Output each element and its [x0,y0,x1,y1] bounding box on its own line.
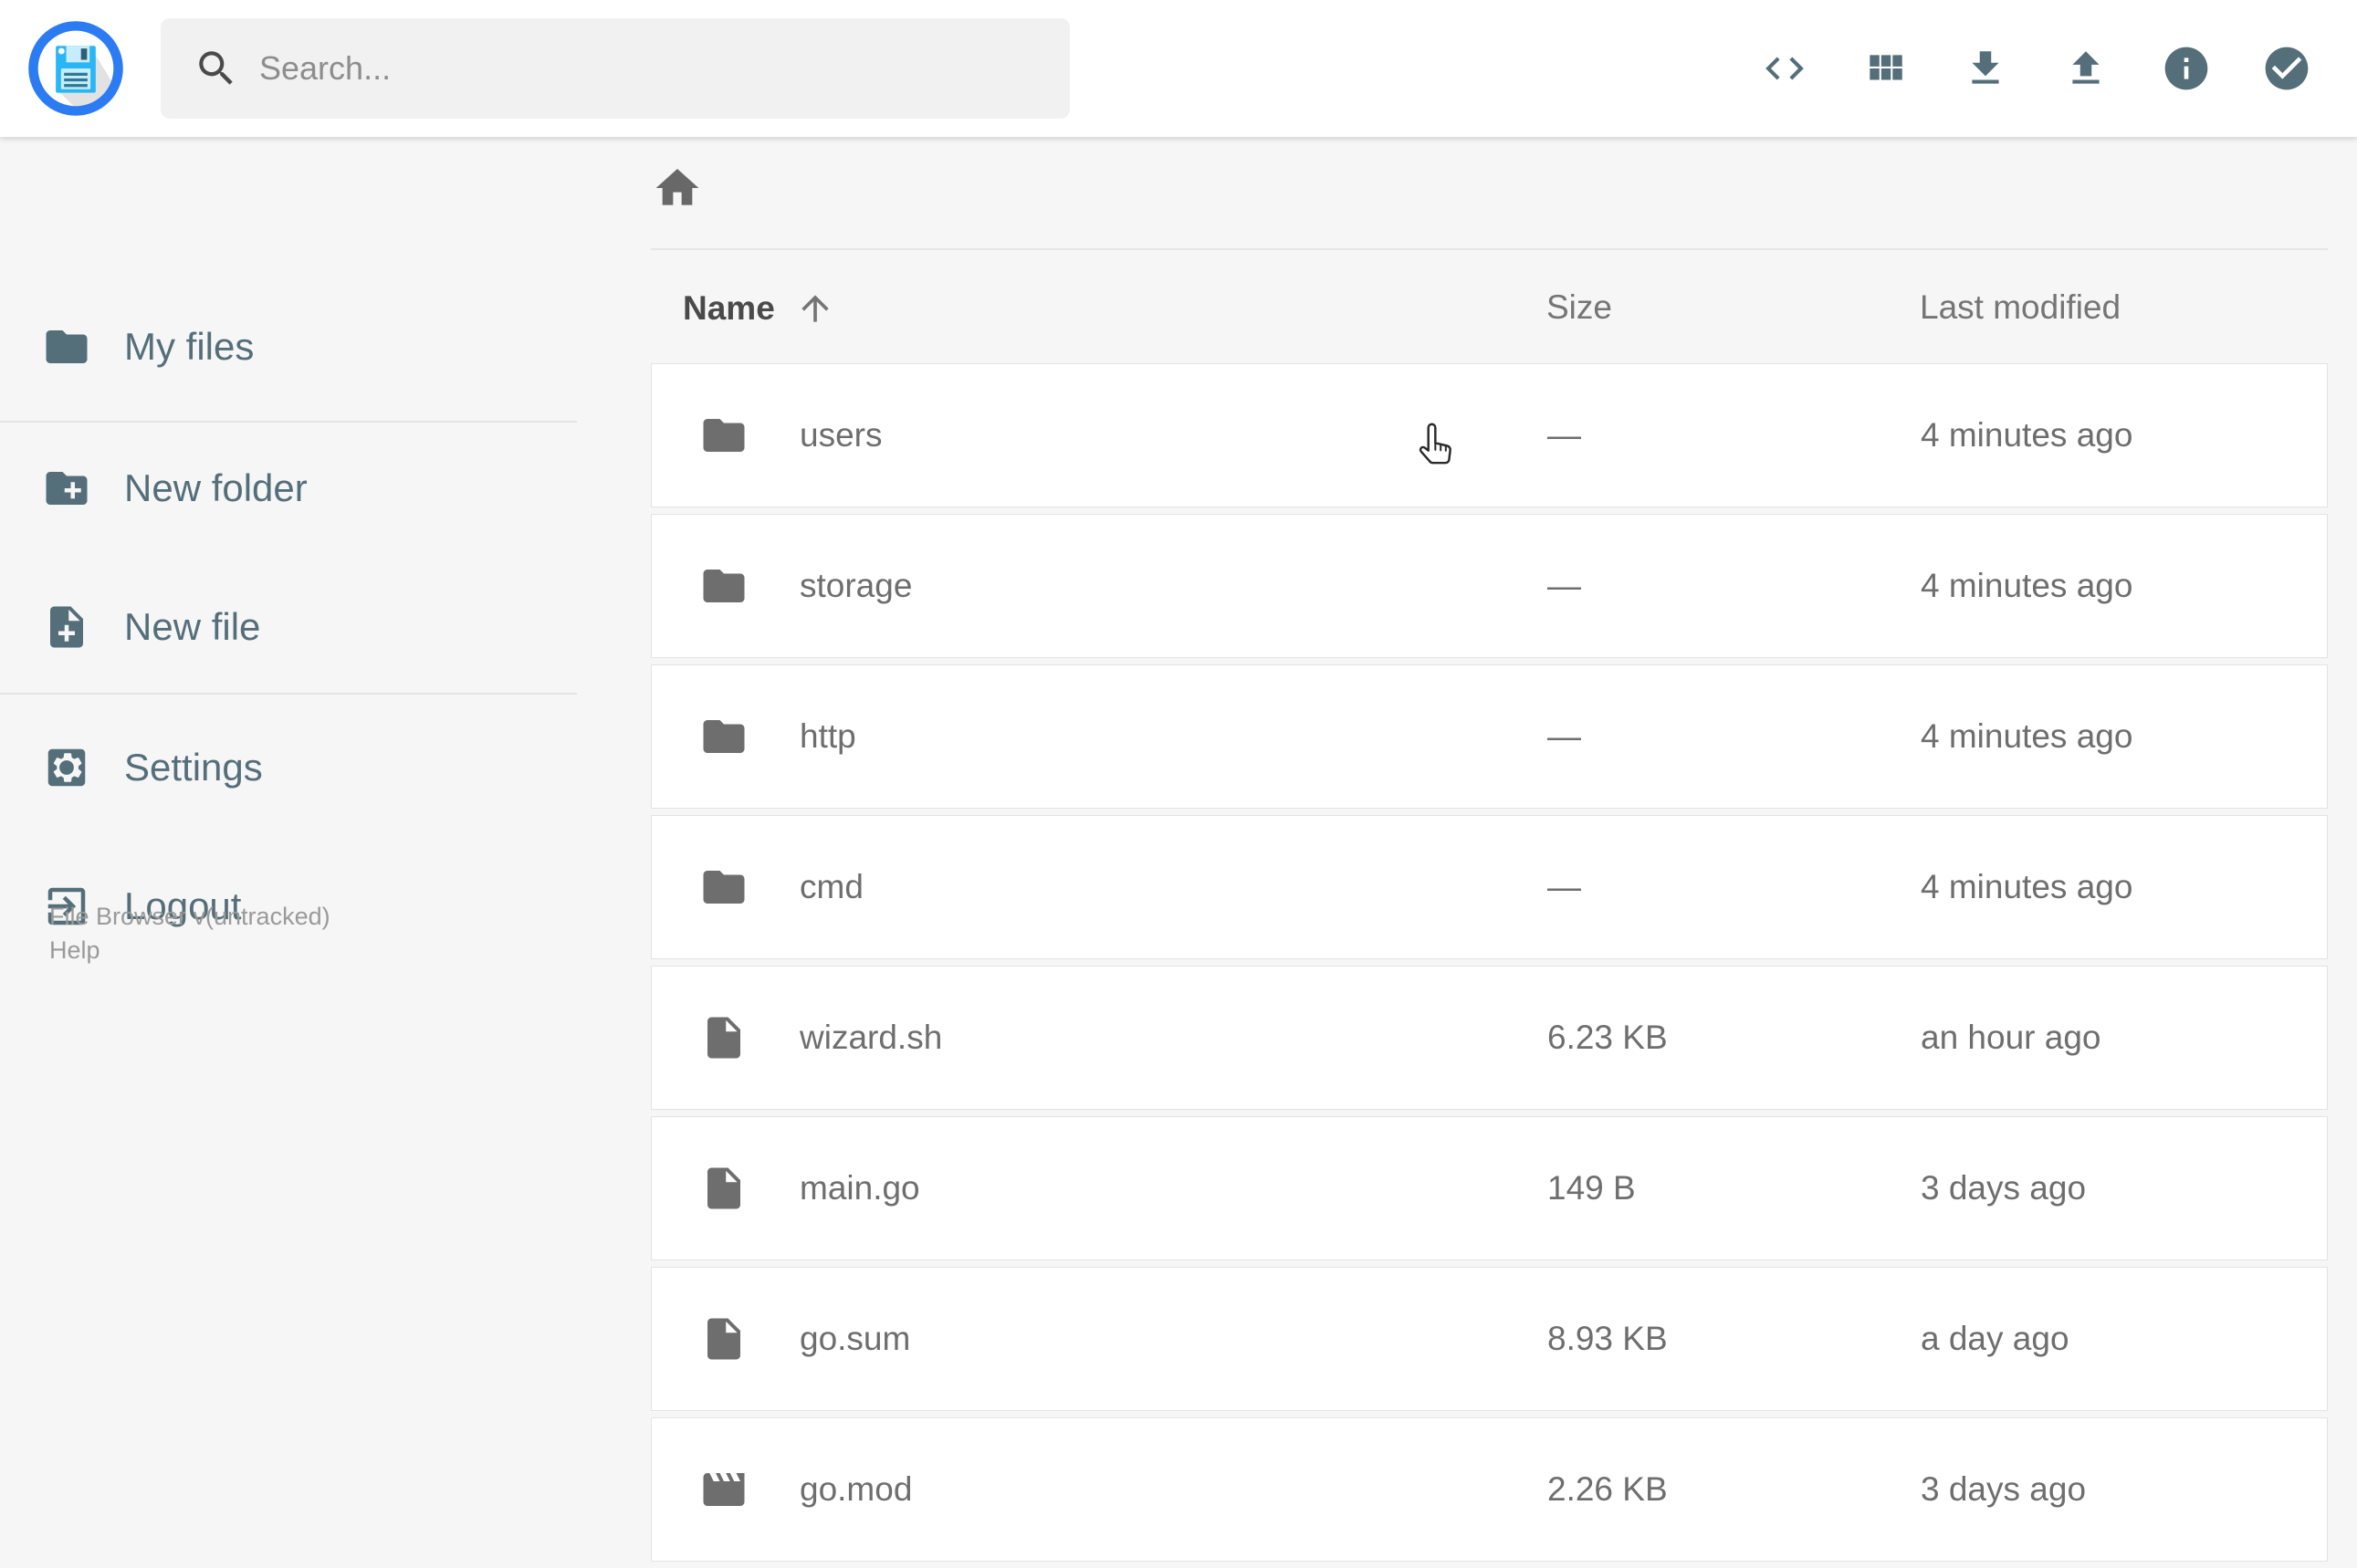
table-row[interactable]: cmd — 4 minutes ago [651,815,2328,959]
item-modified: a day ago [1921,1320,2069,1357]
create-new-folder-icon [46,472,88,505]
sidebar-divider [0,421,577,423]
app-logo[interactable] [24,16,128,120]
sidebar-item-label: New folder [124,466,308,509]
breadcrumb-divider [651,248,2328,250]
item-size: 149 B [1547,1169,1636,1207]
table-row[interactable]: main.go 149 B 3 days ago [651,1116,2328,1260]
item-size: — [1547,717,1581,755]
toolbar-actions [1734,18,2337,119]
item-size: — [1547,416,1581,454]
item-name: main.go [800,1169,920,1207]
version-text: File Browser v(untracked) [49,903,330,930]
table-row[interactable]: users — 4 minutes ago [651,363,2328,507]
home-icon [655,169,699,205]
file-icon [707,1167,740,1209]
download-button[interactable] [1935,18,2036,119]
item-type-icon [699,862,749,912]
sidebar: My files New folder New file Settings Lo… [0,137,577,1515]
item-size: — [1547,868,1581,905]
select-button[interactable] [2237,18,2337,119]
sidebar-item-label: My files [124,325,255,368]
item-name: http [800,717,856,755]
file-icon [707,1318,740,1360]
item-modified: 3 days ago [1921,1470,2087,1508]
table-row[interactable]: go.sum 8.93 KB a day ago [651,1267,2328,1411]
folder-icon [46,330,88,363]
sidebar-divider [0,693,577,695]
sidebar-item-my-files[interactable]: My files [0,292,577,402]
arrow-up-icon [801,295,829,322]
grid-icon [1870,55,1902,80]
search-bar[interactable] [161,18,1070,119]
item-type-icon [699,411,749,460]
note-add-icon [50,606,83,648]
item-type-icon [699,561,749,611]
sidebar-item-logout[interactable]: Logout [0,852,577,961]
item-size: 8.93 KB [1547,1320,1668,1357]
item-name: cmd [800,868,864,905]
sidebar-item-label: Logout [124,884,242,927]
info-button[interactable] [2136,18,2237,119]
item-name: go.sum [800,1320,911,1357]
folder-icon [703,570,745,602]
item-type-icon [699,1013,749,1062]
sidebar-footer: File Browser v(untracked) Help [49,900,330,967]
column-header-modified[interactable]: Last modified [1920,288,2121,326]
upload-icon [2072,51,2100,84]
table-row[interactable]: wizard.sh 6.23 KB an hour ago [651,966,2328,1110]
item-modified: an hour ago [1921,1019,2101,1056]
help-link[interactable]: Help [49,936,100,964]
item-type-icon [699,1164,749,1213]
settings-icon [47,748,86,787]
sidebar-item-settings[interactable]: Settings [0,713,577,822]
column-header-size[interactable]: Size [1546,288,1612,326]
shell-button[interactable] [1734,18,1835,119]
column-header-name[interactable]: Name [683,288,835,329]
item-size: 6.23 KB [1547,1019,1668,1056]
search-icon [199,51,233,85]
file-icon [707,1017,740,1059]
folder-icon [703,419,745,452]
folder-icon [703,720,745,753]
item-name: users [800,416,883,454]
table-row[interactable]: http — 4 minutes ago [651,664,2328,809]
item-modified: 4 minutes ago [1921,567,2133,604]
item-modified: 3 days ago [1921,1169,2087,1207]
column-label: Name [683,289,775,327]
sidebar-item-label: New file [124,605,261,648]
table-row[interactable]: go.mod 2.26 KB 3 days ago [651,1417,2328,1562]
item-modified: 4 minutes ago [1921,416,2133,454]
upload-button[interactable] [2036,18,2136,119]
item-modified: 4 minutes ago [1921,717,2133,755]
item-size: — [1547,567,1581,604]
folder-icon [703,871,745,904]
info-icon [2164,47,2208,90]
sidebar-item-label: Settings [124,746,263,789]
item-size: 2.26 KB [1547,1470,1668,1508]
item-name: wizard.sh [800,1019,943,1056]
item-type-icon [699,712,749,761]
item-name: go.mod [800,1470,913,1508]
item-name: storage [800,567,913,604]
view-toggle-button[interactable] [1835,18,1935,119]
logout-icon [47,887,86,925]
file-list: users — 4 minutes ago storage [651,363,2328,1568]
download-icon [1972,51,1999,84]
code-icon [1765,57,1804,80]
table-row[interactable]: storage — 4 minutes ago [651,514,2328,658]
sidebar-item-new-folder[interactable]: New folder [0,434,577,543]
item-modified: 4 minutes ago [1921,868,2133,905]
sidebar-item-new-file[interactable]: New file [0,572,577,682]
top-bar [0,0,2357,137]
item-type-icon [699,1314,749,1364]
search-input[interactable] [259,18,1070,119]
breadcrumb-home-button[interactable] [643,153,712,223]
item-type-icon [699,1465,749,1514]
floppy-logo-icon [28,21,123,116]
check-circle-icon [2265,47,2309,90]
movie-icon [703,1473,745,1506]
